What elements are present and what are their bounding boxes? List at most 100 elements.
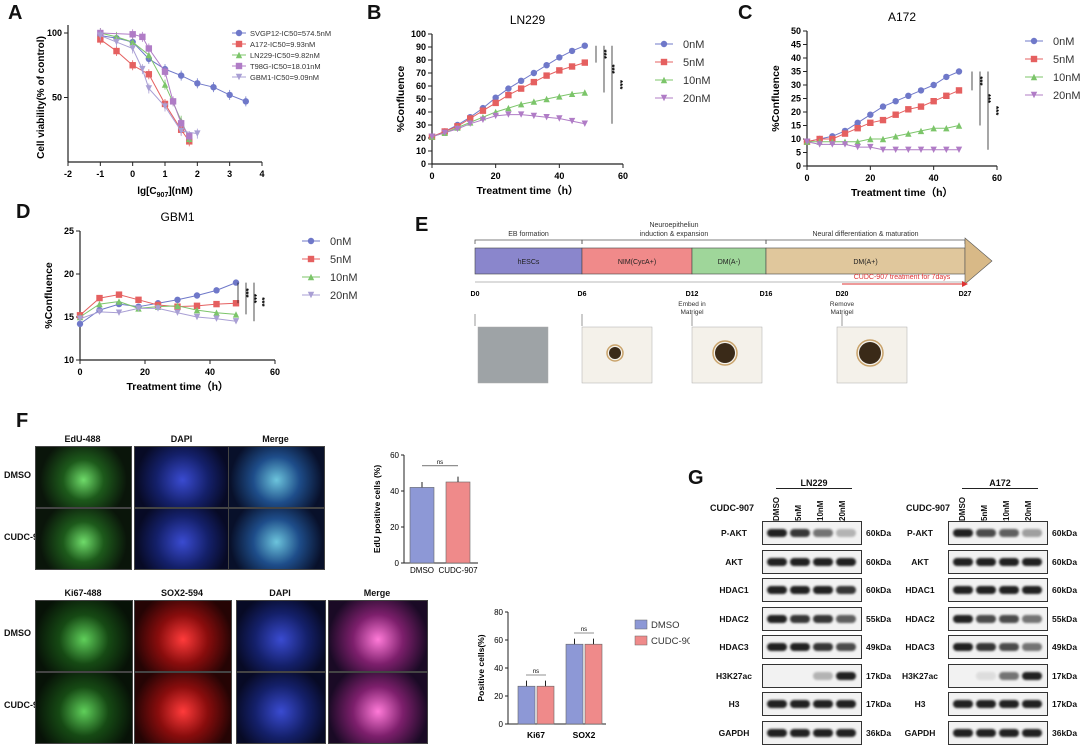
- kda-label: 60kDa: [1052, 528, 1078, 538]
- y-tick-label: 40: [390, 487, 399, 496]
- data-point: [115, 309, 123, 316]
- data-point: [454, 125, 461, 133]
- chart-title: LN229: [510, 13, 546, 27]
- data-point: [829, 141, 836, 148]
- blot-band: [953, 700, 973, 708]
- x-tick-label: 60: [992, 173, 1002, 183]
- data-point: [113, 38, 120, 46]
- data-point: [955, 68, 963, 75]
- stage-bracket: [474, 239, 583, 244]
- data-point: [930, 98, 937, 105]
- sig-label: ns: [533, 669, 539, 675]
- blot-band: [1022, 728, 1042, 737]
- data-point: [428, 133, 436, 140]
- kda-label: 60kDa: [1052, 556, 1078, 567]
- data-point: [568, 47, 576, 55]
- lane-label: 5nM: [980, 505, 989, 521]
- data-point: [210, 83, 217, 91]
- blot-band: [999, 557, 1019, 566]
- micrograph: [134, 672, 232, 744]
- panel-label-f: F: [16, 410, 29, 432]
- organoid: [859, 342, 881, 364]
- legend-label: 0nM: [683, 39, 704, 51]
- x-tick-label: 40: [205, 367, 215, 377]
- lane-label: 20nM: [1024, 500, 1033, 521]
- data-point: [867, 119, 874, 126]
- data-point: [943, 73, 950, 81]
- bar: [409, 487, 435, 564]
- x-tick-label: 20: [865, 173, 875, 183]
- y-tick-label: 25: [64, 226, 74, 236]
- x-tick-label: -1: [96, 169, 104, 179]
- blot-strip: [948, 549, 1048, 574]
- x-tick-label: 1: [162, 169, 167, 179]
- micrograph: [134, 446, 231, 508]
- data-point: [129, 38, 136, 46]
- column-label: Merge: [262, 434, 289, 444]
- data-point: [867, 111, 874, 118]
- kda-label: 17kDa: [866, 699, 892, 709]
- blot-band: [976, 728, 996, 737]
- protein-label: P-AKT: [721, 528, 747, 538]
- data-point: [145, 85, 153, 92]
- data-point: [129, 62, 136, 69]
- stage-label: Neural differentiation & maturation: [812, 231, 918, 238]
- protein-label: GAPDH: [904, 727, 936, 738]
- note-label: Matrigel: [830, 309, 854, 316]
- data-point: [917, 146, 925, 153]
- y-tick-label: 45: [791, 40, 801, 50]
- data-point: [930, 81, 937, 89]
- data-point: [505, 91, 512, 99]
- legend-label: A172-IC50=9.93nM: [250, 40, 315, 49]
- blot-band: [836, 671, 856, 680]
- y-tick-label: 30: [791, 80, 801, 90]
- blot-band: [976, 700, 996, 708]
- lane-label: 10nM: [1002, 500, 1011, 521]
- blot-strip: [762, 606, 862, 631]
- y-tick-label: 0: [796, 161, 801, 171]
- data-point: [161, 68, 169, 75]
- blot-band: [1022, 586, 1042, 594]
- legend-marker: [660, 94, 668, 102]
- row-label: DMSO: [4, 470, 31, 480]
- micrograph: [236, 600, 326, 672]
- blot-strip: [762, 635, 862, 659]
- lane-label: 5nM: [794, 505, 803, 521]
- x-tick-label: 0: [804, 173, 809, 183]
- blot-strip: [762, 578, 862, 602]
- data-point: [129, 45, 136, 52]
- note-label: Embed in: [678, 301, 706, 308]
- kda-label: 60kDa: [866, 528, 892, 538]
- data-point: [174, 302, 181, 310]
- y-tick-label: 50: [52, 93, 62, 103]
- data-point: [492, 112, 499, 120]
- blot-band: [767, 586, 787, 594]
- data-point: [467, 120, 474, 127]
- data-point: [530, 98, 538, 105]
- micrograph: [35, 600, 133, 672]
- blot-band: [976, 529, 996, 537]
- micrograph: [134, 508, 231, 570]
- blot-strip: [948, 692, 1048, 716]
- legend-label: 0nM: [330, 236, 351, 248]
- y-tick-label: 20: [791, 107, 801, 117]
- legend-marker: [235, 29, 243, 37]
- chart-b: LN229 0 10 20 30 40 50 60 70 80 90 100 0 20 40 60 Treatm…: [395, 13, 711, 197]
- legend-marker: [307, 273, 315, 281]
- y-tick-label: 100: [47, 28, 62, 38]
- sig-label: ***: [599, 49, 608, 59]
- blot-band: [836, 557, 856, 566]
- blot-band: [836, 614, 856, 623]
- blot-band: [999, 671, 1019, 680]
- data-point: [917, 87, 925, 94]
- data-point: [803, 138, 811, 145]
- data-point: [505, 104, 512, 112]
- blot-strip: [948, 606, 1048, 631]
- column-label: DAPI: [269, 588, 291, 598]
- data-point: [479, 116, 487, 123]
- legend-marker: [235, 62, 243, 70]
- y-tick-label: 0: [395, 559, 400, 568]
- stage-bracket: [581, 239, 767, 244]
- blot-band: [836, 643, 856, 651]
- blot-band: [1022, 557, 1042, 566]
